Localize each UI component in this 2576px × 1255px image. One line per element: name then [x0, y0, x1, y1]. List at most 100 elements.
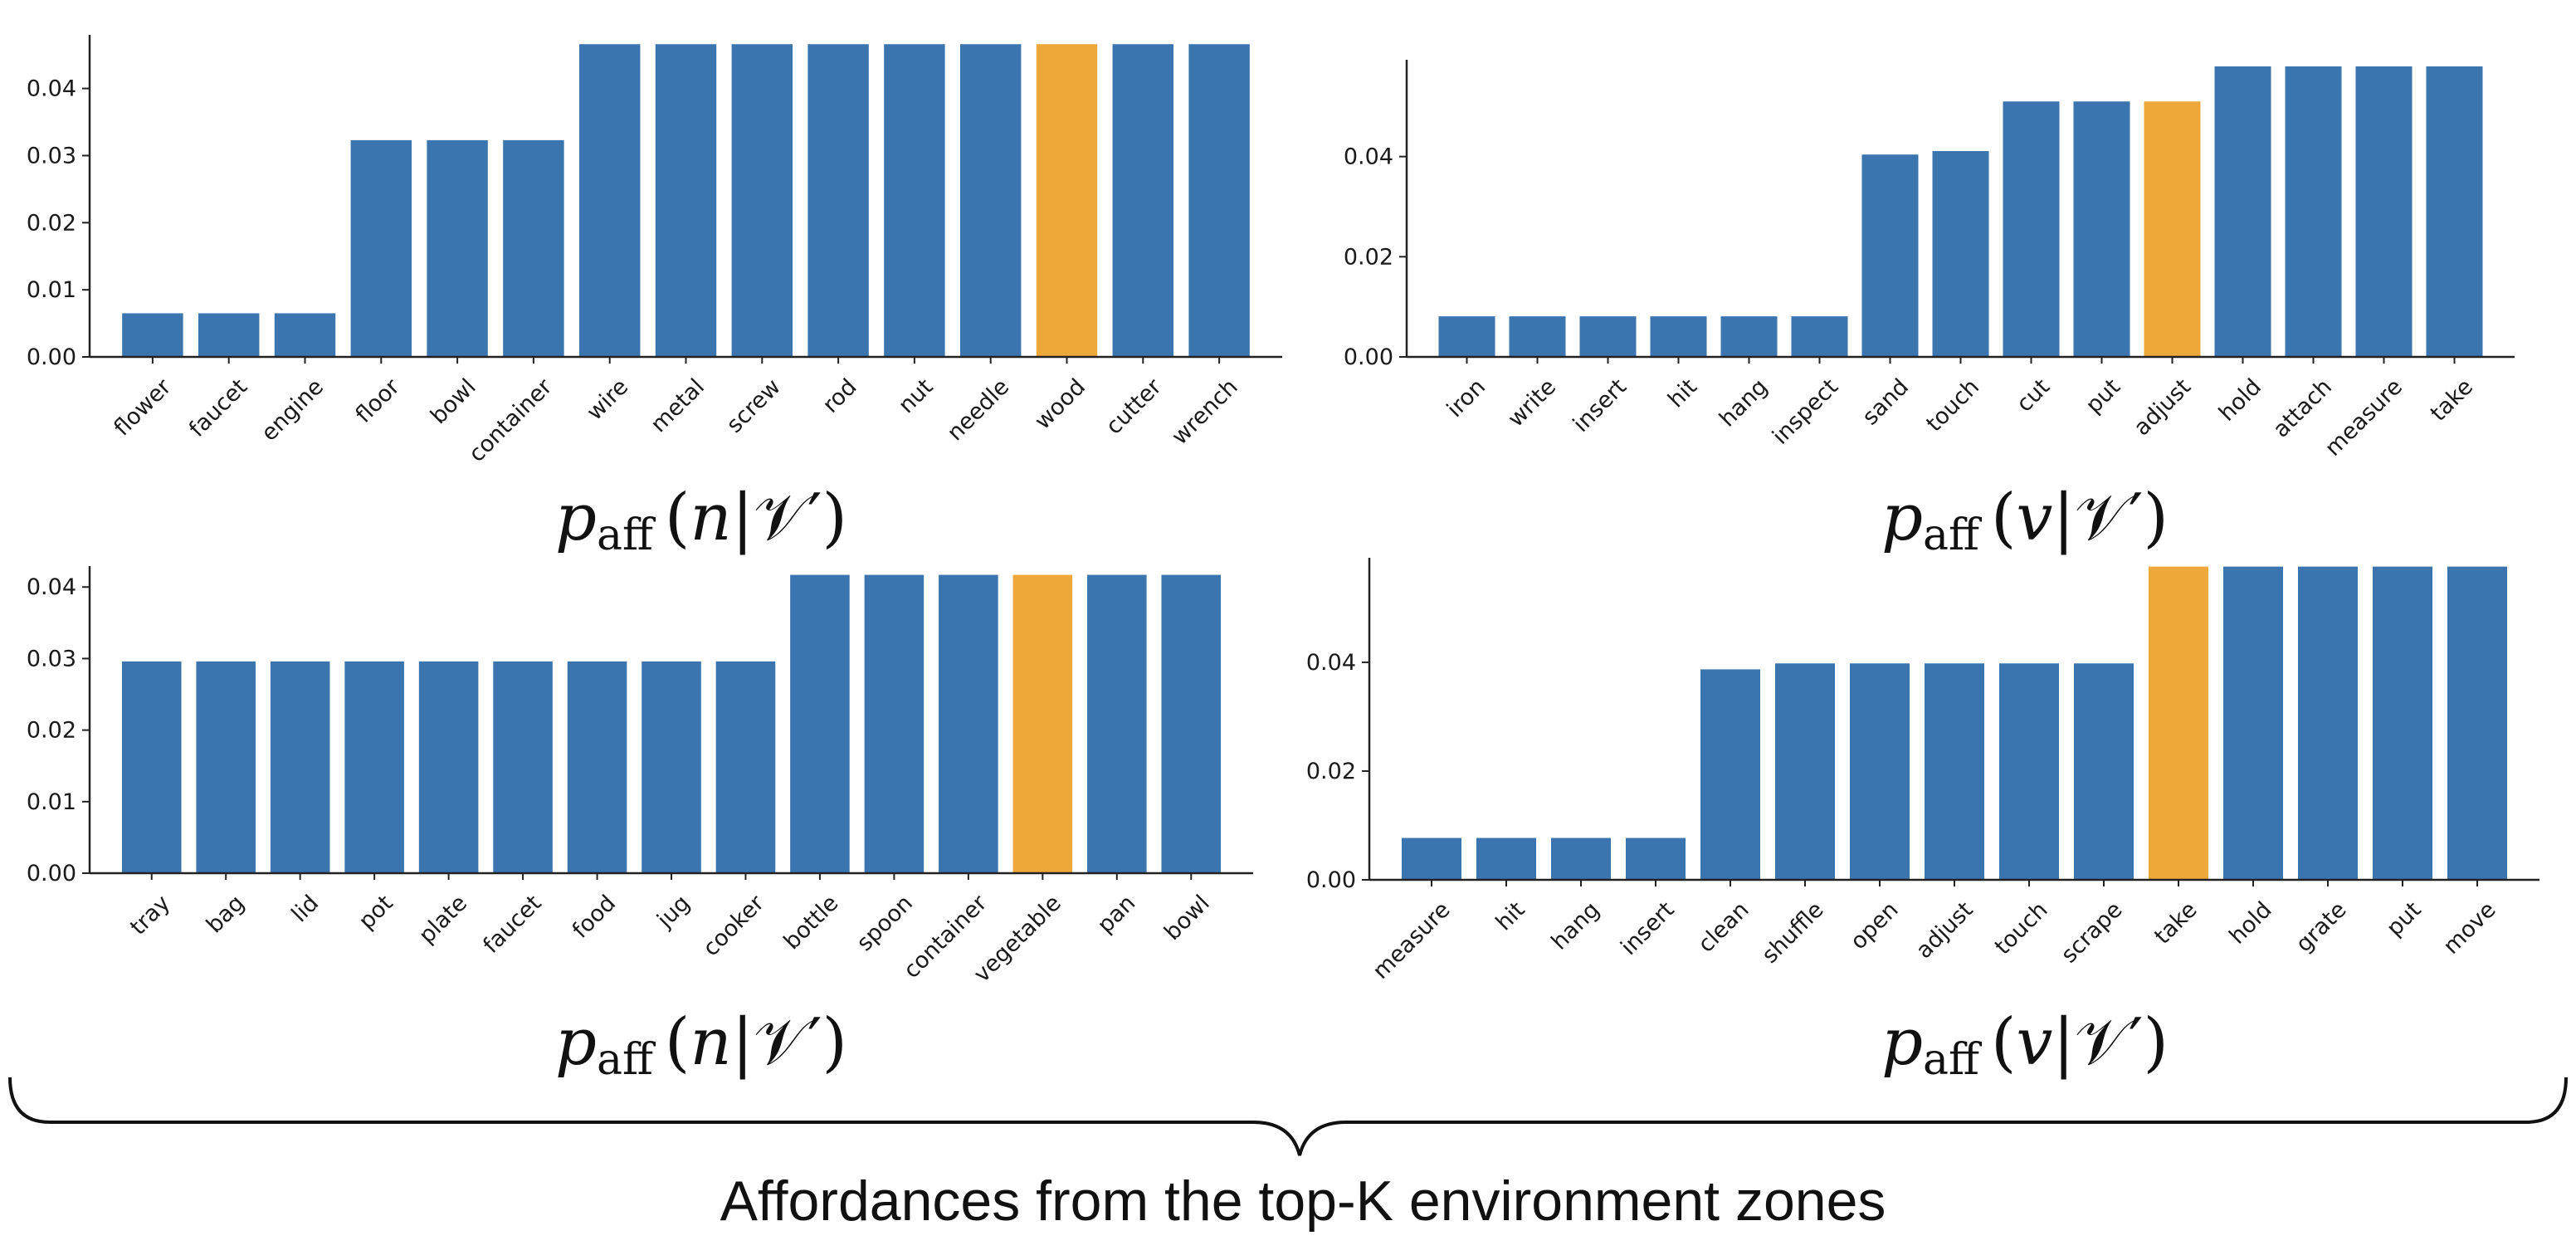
bar-noun-top-engine [274, 313, 336, 357]
xtick-label-verb-top-attach: attach [2268, 374, 2337, 443]
xtick-label-verb-top-hold: hold [2214, 374, 2266, 427]
xtick-label-noun-bottom-bowl: bowl [1159, 891, 1215, 946]
xtick-label-noun-top-metal: metal [646, 374, 710, 438]
xtick-label-noun-top-faucet: faucet [184, 374, 252, 442]
xlabel-noun-top: paff (n|𝒱′) [555, 481, 847, 560]
chart-noun-bottom: 0.00 0.01 0.02 0.03 0.04 tray bag lid pot plate fa… [27, 566, 1253, 988]
bar-noun-top-nut [884, 44, 945, 358]
ytick-label-noun-top: 0.03 [27, 143, 76, 168]
bar-verb-top-iron [1438, 316, 1495, 357]
bar-verb-top-sand [1861, 154, 1919, 357]
ytick-label-noun-bottom: 0.02 [27, 718, 76, 744]
ytick-label-verb-bottom: 0.04 [1306, 650, 1356, 676]
xtick-label-verb-bottom-scrape: scrape [2056, 897, 2128, 969]
bar-noun-bottom-container [939, 574, 998, 873]
bar-verb-top-attach [2285, 66, 2342, 357]
bar-verb-bottom-clean [1700, 669, 1760, 880]
xtick-label-noun-top-container: container [464, 374, 558, 467]
xtick-label-verb-top-insert: insert [1569, 374, 1632, 437]
bar-verb-bottom-put [2373, 566, 2432, 880]
xtick-label-noun-top-flower: flower [110, 374, 177, 441]
bar-noun-top-faucet [198, 313, 260, 357]
xtick-label-noun-bottom-lid: lid [287, 891, 324, 928]
bar-noun-top-wire [578, 44, 641, 358]
bar-verb-top-put [2073, 101, 2130, 357]
bar-noun-bottom-vegetable [1012, 574, 1073, 873]
xtick-label-noun-bottom-faucet: faucet [478, 891, 546, 959]
xtick-label-verb-top-sand: sand [1857, 374, 1914, 431]
bar-noun-bottom-bottle [790, 574, 850, 873]
bar-verb-top-hang [1720, 316, 1778, 357]
ytick-label-noun-bottom: 0.00 [27, 861, 76, 886]
ytick-label-noun-bottom: 0.03 [27, 646, 76, 671]
xtick-label-noun-top-nut: nut [894, 374, 939, 419]
bar-noun-top-wrench [1188, 44, 1250, 358]
ytick-label-verb-bottom: 0.02 [1306, 759, 1356, 784]
bar-noun-top-cutter [1112, 44, 1174, 358]
ytick-label-noun-top: 0.00 [27, 344, 76, 370]
bar-noun-bottom-plate [418, 661, 479, 873]
xtick-label-verb-top-write: write [1503, 374, 1561, 432]
bar-noun-bottom-pan [1087, 574, 1147, 873]
bar-verb-bottom-hit [1476, 837, 1536, 880]
xtick-label-verb-bottom-grate: grate [2291, 897, 2352, 958]
bar-noun-bottom-pot [344, 661, 404, 873]
ytick-label-verb-top: 0.00 [1344, 344, 1393, 370]
bar-verb-top-inspect [1791, 316, 1848, 357]
grouping-brace [8, 1077, 2568, 1156]
bar-verb-top-hit [1650, 316, 1707, 357]
bar-noun-bottom-faucet [493, 661, 553, 873]
xtick-label-verb-top-hang: hang [1715, 374, 1773, 432]
bar-noun-bottom-tray [121, 661, 182, 873]
bar-noun-bottom-food [567, 661, 627, 873]
bar-noun-top-wood [1036, 44, 1098, 358]
xtick-label-verb-top-hit: hit [1663, 374, 1702, 413]
xtick-label-noun-top-wood: wood [1030, 374, 1090, 435]
xtick-label-noun-top-wire: wire [582, 374, 633, 426]
xtick-label-verb-bottom-clean: clean [1693, 897, 1754, 958]
bar-verb-top-adjust [2144, 101, 2201, 357]
bar-verb-top-cut [2003, 101, 2060, 357]
xtick-label-verb-bottom-hold: hold [2224, 897, 2276, 950]
bar-noun-top-screw [731, 44, 793, 358]
bar-verb-bottom-adjust [1925, 663, 1984, 880]
ytick-label-noun-bottom: 0.04 [27, 574, 76, 600]
bar-noun-top-flower [122, 313, 183, 357]
bar-noun-top-floor [350, 139, 412, 357]
xtick-label-verb-bottom-hang: hang [1547, 897, 1605, 955]
xtick-label-noun-top-bowl: bowl [426, 374, 481, 430]
bar-verb-bottom-touch [1999, 663, 2059, 880]
bar-noun-bottom-bag [196, 661, 256, 873]
xtick-label-verb-bottom-insert: insert [1616, 897, 1679, 960]
xtick-label-noun-top-wrench: wrench [1167, 374, 1242, 450]
xtick-label-verb-top-cut: cut [2012, 374, 2055, 418]
xtick-label-verb-top-measure: measure [2320, 374, 2408, 461]
bar-verb-bottom-grate [2298, 566, 2358, 880]
xtick-label-noun-bottom-jug: jug [651, 891, 695, 934]
xtick-label-verb-bottom-measure: measure [1368, 897, 1455, 984]
xtick-label-noun-bottom-tray: tray [125, 891, 175, 940]
xtick-label-verb-bottom-hit: hit [1491, 897, 1530, 936]
bar-verb-top-insert [1579, 316, 1637, 357]
xtick-label-noun-bottom-food: food [568, 891, 621, 944]
xtick-label-noun-top-cutter: cutter [1101, 374, 1168, 440]
bar-noun-top-needle [959, 44, 1022, 358]
bar-noun-top-rod [807, 44, 869, 358]
xtick-label-verb-bottom-adjust: adjust [1911, 897, 1978, 964]
bar-verb-bottom-hold [2223, 566, 2283, 880]
xtick-label-noun-bottom-pan: pan [1092, 891, 1140, 939]
bar-verb-bottom-open [1850, 663, 1910, 880]
bar-noun-bottom-spoon [864, 574, 925, 873]
bar-noun-top-container [503, 139, 564, 357]
chart-noun-top: 0.00 0.01 0.02 0.03 0.04 flower faucet engine fl… [27, 35, 1282, 467]
chart-verb-top: 0.00 0.02 0.04 iron write insert hit hanginspec… [1344, 60, 2515, 461]
xtick-label-verb-bottom-move: move [2438, 897, 2500, 960]
bar-verb-bottom-scrape [2074, 663, 2134, 880]
xtick-label-noun-bottom-cooker: cooker [698, 890, 769, 961]
xtick-label-noun-top-needle: needle [943, 374, 1015, 447]
ytick-label-verb-top: 0.02 [1344, 244, 1393, 270]
xtick-label-verb-bottom-shuffle: shuffle [1757, 897, 1828, 969]
bar-noun-bottom-cooker [715, 661, 776, 873]
ytick-label-verb-top: 0.04 [1344, 144, 1393, 170]
